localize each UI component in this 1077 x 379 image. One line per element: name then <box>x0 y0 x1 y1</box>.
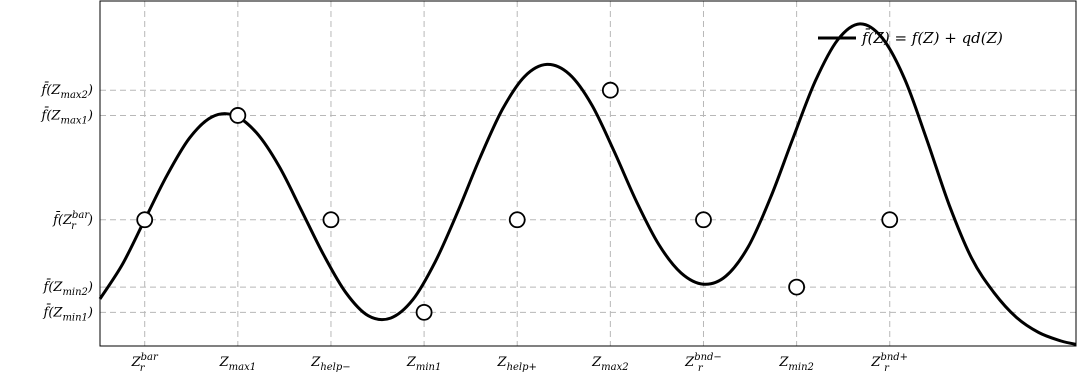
data-point-marker <box>881 211 899 229</box>
x-tick-label: Zmax1 <box>219 355 257 373</box>
x-tick-label: Zhelp− <box>310 355 350 373</box>
y-tick-label: f̄(Zbar r) <box>52 210 93 232</box>
data-point-marker <box>695 211 712 229</box>
legend: f̄(Z) = f(Z) + qd(Z) <box>818 29 1003 47</box>
x-tick-label: Zbnd− r <box>684 352 722 374</box>
series-line <box>98 22 1077 346</box>
axes <box>99 0 1077 347</box>
y-tick-labels: f̄(Zmax2) f̄(Zmax1) f̄(Zbar r) f̄(Zmin2) f̄(Z… <box>41 81 93 323</box>
x-tick-label: Zbnd+ r <box>870 352 908 374</box>
y-tick-label: f̄(Zmax2) <box>41 81 93 101</box>
x-tick-label: Zmin2 <box>778 355 814 373</box>
plot-area-frame <box>99 0 1077 347</box>
x-tick-label: Zhelp+ <box>497 355 537 373</box>
data-point-marker <box>788 278 806 296</box>
data-point-marker <box>508 211 526 229</box>
y-tick-label: f̄(Zmin2) <box>43 278 93 298</box>
data-point-marker <box>322 211 340 229</box>
series-line-fbar <box>98 22 1077 346</box>
x-tick-label: Zmin1 <box>406 355 442 373</box>
legend-label: f̄(Z) = f(Z) + qd(Z) <box>861 29 1003 47</box>
x-tick-label: Zbar r <box>131 352 159 374</box>
x-tick-label: Zmax2 <box>591 355 629 373</box>
grid-lines <box>100 1 1076 346</box>
y-tick-label: f̄(Zmin1) <box>43 304 93 324</box>
data-point-marker <box>229 107 247 124</box>
point-markers <box>136 81 899 321</box>
data-point-marker <box>415 303 433 321</box>
y-tick-label: f̄(Zmax1) <box>41 107 93 127</box>
x-tick-labels: Zbar r Zmax1 Zhelp− Zmin1 Zhelp+ Zmax2 Zbnd− r Zm… <box>131 352 908 374</box>
data-point-marker <box>136 211 154 229</box>
data-point-marker <box>601 81 619 99</box>
